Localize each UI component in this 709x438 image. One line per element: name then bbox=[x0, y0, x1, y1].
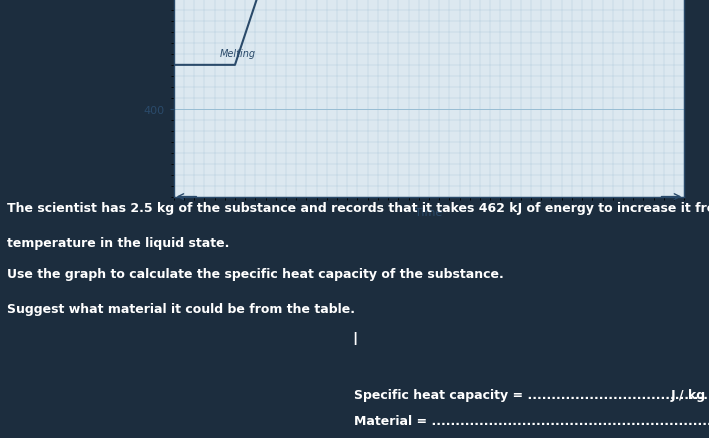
Text: Material = .....................................................................: Material = .............................… bbox=[354, 414, 709, 427]
Text: Specific heat capacity = .......................................................: Specific heat capacity = ...............… bbox=[354, 388, 709, 401]
Text: Use the graph to calculate the specific heat capacity of the substance.: Use the graph to calculate the specific … bbox=[7, 267, 504, 280]
Text: Melting: Melting bbox=[220, 49, 256, 59]
Text: J / kg: J / kg bbox=[670, 388, 705, 401]
Text: I: I bbox=[352, 331, 357, 349]
X-axis label: Time: Time bbox=[415, 207, 442, 217]
Text: Suggest what material it could be from the table.: Suggest what material it could be from t… bbox=[7, 302, 355, 315]
Text: temperature in the liquid state.: temperature in the liquid state. bbox=[7, 237, 230, 250]
Text: The scientist has 2.5 kg of the substance and records that it takes 462 kJ of en: The scientist has 2.5 kg of the substanc… bbox=[7, 201, 709, 215]
